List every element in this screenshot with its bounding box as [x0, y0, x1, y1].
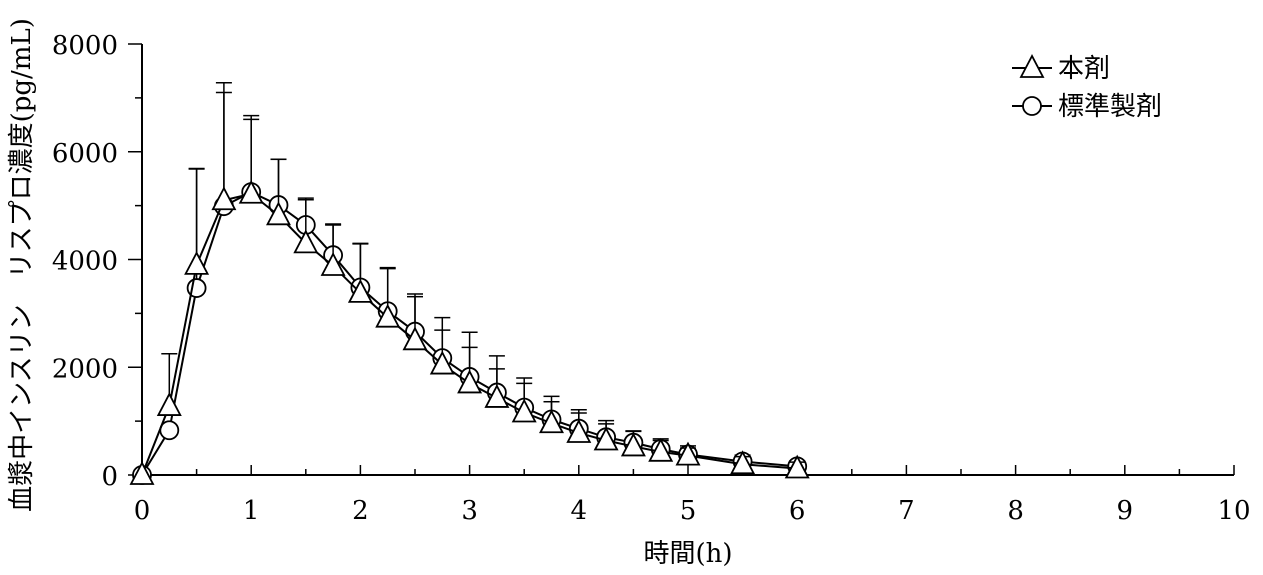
data-point-triangle [539, 409, 564, 434]
x-tick-label-5: 5 [680, 496, 697, 526]
y-ticks: 0 2000 4000 6000 8000 [52, 31, 142, 492]
data-point-triangle [238, 179, 264, 204]
data-point-triangle [156, 392, 182, 416]
data-point-triangle [648, 437, 674, 462]
legend-item-2: 標準製剤 [1012, 92, 1162, 122]
x-axis-title: 時間(h) [643, 539, 732, 569]
y-tick-label-6000: 6000 [52, 139, 118, 169]
data-point-triangle [511, 398, 537, 423]
data-point-triangle [566, 419, 592, 443]
data-point-triangle [320, 252, 346, 276]
data-point-triangle [293, 229, 319, 254]
data-point-triangle [266, 201, 291, 226]
data-point-triangle [730, 450, 756, 475]
y-tick-label-8000: 8000 [52, 31, 118, 61]
data-point-triangle [784, 454, 810, 479]
legend-label: 標準製剤 [1058, 92, 1162, 122]
y-axis-title: 血漿中インスリン リスプロ濃度(pg/mL) [7, 18, 37, 512]
data-point-triangle [184, 250, 210, 275]
series-1 [129, 82, 810, 485]
data-point-triangle [484, 384, 510, 408]
x-tick-label-6: 6 [789, 496, 806, 526]
data-point-triangle [457, 369, 483, 394]
legend-circle-icon [1022, 96, 1042, 116]
x-tick-label-2: 2 [352, 496, 369, 526]
y-tick-label-4000: 4000 [52, 247, 118, 277]
x-axis: 0 1 2 3 4 5 6 7 8 9 10 時間(h) [134, 465, 1251, 569]
legend-item-1: 本剤 [1012, 54, 1110, 84]
data-point-triangle [402, 326, 428, 351]
y-tick-label-2000: 2000 [52, 354, 118, 384]
x-tick-label-1: 1 [243, 496, 260, 526]
legend-label: 本剤 [1058, 54, 1110, 84]
y-tick-label-0: 0 [101, 462, 118, 492]
data-point-triangle [129, 461, 155, 485]
series-2 [132, 91, 808, 485]
x-tick-label-0: 0 [134, 496, 151, 526]
x-tick-label-4: 4 [571, 496, 588, 526]
x-tick-label-8: 8 [1007, 496, 1024, 526]
data-point-triangle [375, 303, 401, 328]
data-point-triangle [675, 441, 701, 466]
data-point-triangle [620, 432, 646, 457]
legend-triangle-icon [1019, 54, 1045, 78]
x-tick-label-7: 7 [898, 496, 915, 526]
x-tick-label-10: 10 [1217, 496, 1250, 526]
data-point-triangle [211, 186, 237, 211]
data-point-triangle [593, 426, 619, 451]
x-tick-label-3: 3 [461, 496, 478, 526]
data-point-triangle [347, 278, 373, 303]
plot-area [129, 82, 810, 485]
data-point-triangle [429, 350, 455, 375]
y-axis: 0 2000 4000 6000 8000 血漿中インスリン リスプロ濃度(pg/mL) [7, 18, 143, 512]
x-tick-label-9: 9 [1117, 496, 1134, 526]
